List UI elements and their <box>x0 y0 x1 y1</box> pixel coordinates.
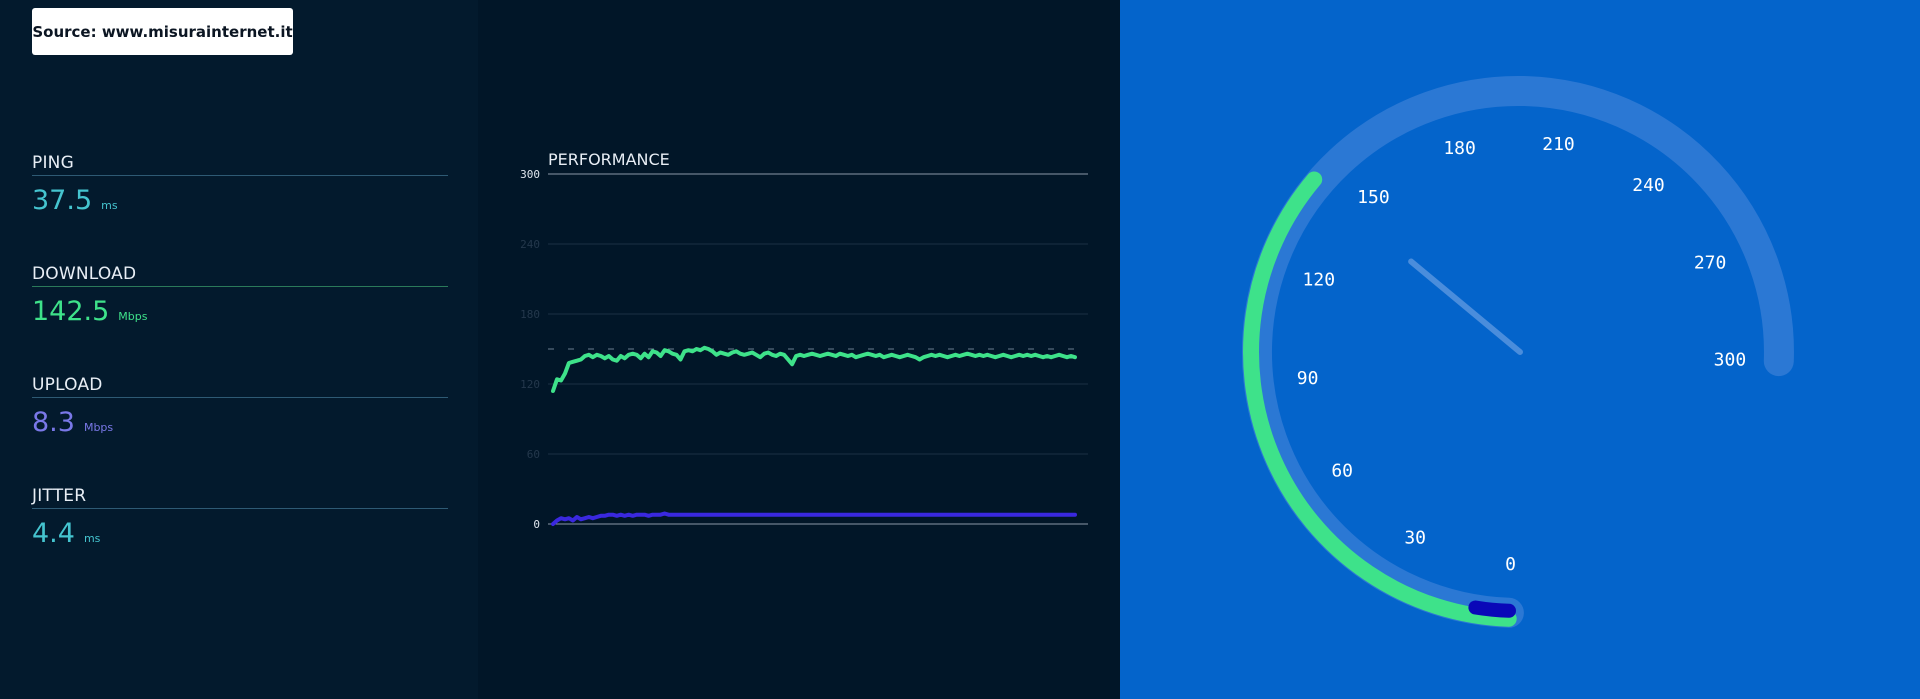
gauge-scale-label: 300 <box>1714 349 1747 370</box>
upload-label: UPLOAD <box>32 375 103 395</box>
jitter-metric: JITTER 4.4 ms <box>32 486 448 549</box>
download-unit: Mbps <box>118 310 148 323</box>
y-tick-label: 120 <box>520 378 540 391</box>
download-value: 142.5 <box>32 296 110 327</box>
metrics-panel <box>0 0 478 699</box>
gauge-scale-label: 210 <box>1542 134 1575 155</box>
gauge-upload-arc <box>1468 600 1516 618</box>
gauge-scale-label: 30 <box>1404 527 1426 548</box>
upload-value: 8.3 <box>32 407 75 438</box>
download-metric: DOWNLOAD 142.5 Mbps <box>32 264 448 327</box>
source-label: Source: www.misurainternet.it <box>32 22 293 41</box>
y-tick-label: 300 <box>520 168 540 181</box>
ping-metric: PING 37.5 ms <box>32 153 448 216</box>
y-tick-label: 180 <box>520 308 540 321</box>
ping-divider <box>32 175 448 176</box>
performance-title: PERFORMANCE <box>548 150 670 169</box>
download-divider <box>32 286 448 287</box>
y-tick-label: 0 <box>533 518 540 531</box>
download-series-line <box>551 345 1077 393</box>
download-label: DOWNLOAD <box>32 264 137 284</box>
jitter-label: JITTER <box>32 486 87 506</box>
gauge-scale-label: 270 <box>1694 252 1727 273</box>
gauge-scale-label: 150 <box>1357 187 1390 208</box>
upload-metric: UPLOAD 8.3 Mbps <box>32 375 448 438</box>
ping-value: 37.5 <box>32 185 93 216</box>
jitter-unit: ms <box>83 532 101 545</box>
jitter-divider <box>32 508 448 509</box>
gauge-scale-label: 60 <box>1331 461 1353 482</box>
upload-divider <box>32 397 448 398</box>
source-badge[interactable]: Source: www.misurainternet.it <box>32 8 293 55</box>
ping-label: PING <box>32 153 74 173</box>
gauge-download-arc <box>1243 171 1517 627</box>
y-tick-label: 60 <box>527 448 540 461</box>
ping-unit: ms <box>101 199 118 212</box>
upload-unit: Mbps <box>83 421 114 434</box>
upload-series-line <box>551 511 1077 526</box>
gauge-scale-label: 90 <box>1297 368 1319 389</box>
y-tick-label: 240 <box>520 238 540 251</box>
gauge-scale-label: 120 <box>1303 270 1336 291</box>
jitter-value: 4.4 <box>32 518 75 549</box>
gauge-scale-label: 240 <box>1632 175 1665 196</box>
gauge-scale-label: 180 <box>1443 138 1476 159</box>
gauge-scale-label: 0 <box>1505 554 1516 575</box>
gauge-needle <box>1408 258 1523 355</box>
